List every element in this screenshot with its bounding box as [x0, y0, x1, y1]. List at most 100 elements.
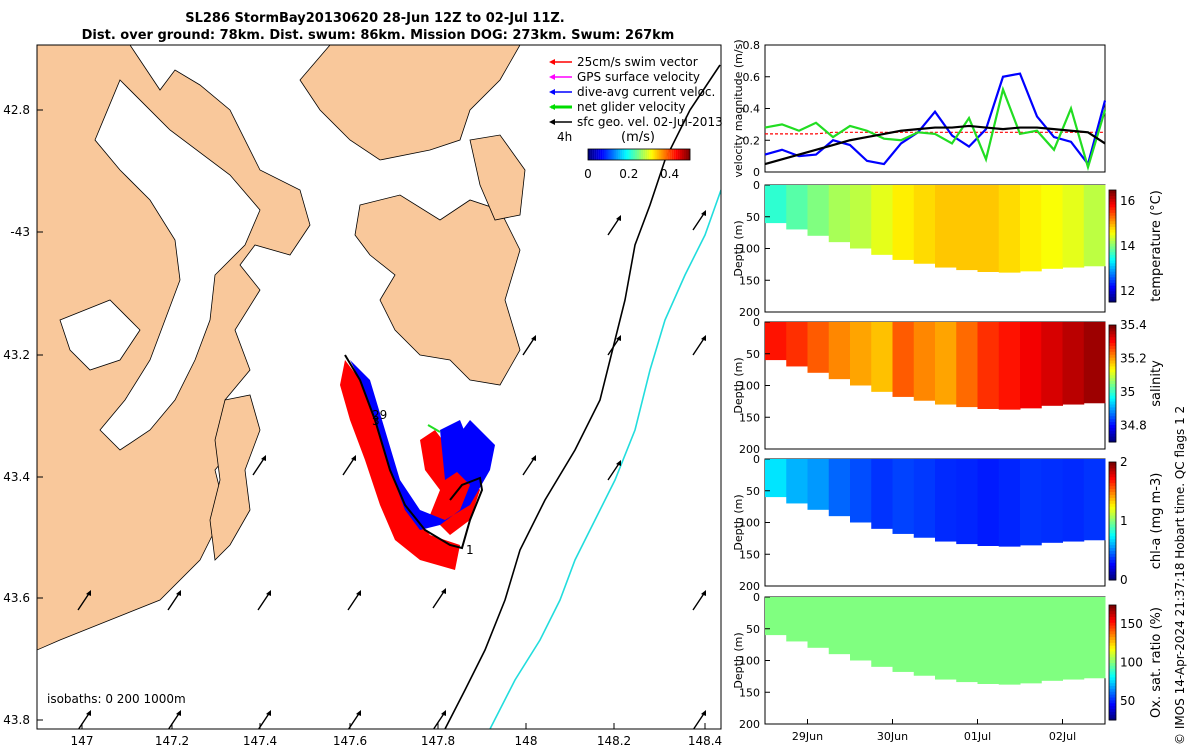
depth-colorbar-cell — [1109, 240, 1116, 244]
depth-cell — [786, 459, 808, 504]
depth-cell — [956, 597, 978, 683]
colorbar-cell — [592, 149, 595, 160]
depth-colorbar-cell — [1109, 201, 1116, 205]
depth-colorbar-frame — [1108, 461, 1117, 581]
colorbar-cell — [667, 149, 670, 160]
depth-colorbar-cell — [1109, 368, 1116, 373]
geo-arrow-head — [356, 710, 361, 716]
depth-colorbar-cell — [1109, 243, 1116, 247]
depth-colorbar-cell — [1109, 535, 1116, 540]
depth-cell — [807, 597, 830, 648]
colorbar-cell — [594, 149, 597, 160]
depth-cell — [1062, 459, 1085, 542]
map-content: 29 3 1 — [37, 45, 721, 729]
depth-cell — [998, 185, 1021, 273]
depth-cell — [828, 597, 851, 655]
depth-colorbar-cell — [1109, 218, 1116, 222]
depth-cell — [935, 459, 957, 542]
map-colorbar: 0 0.2 0.4 — [584, 148, 691, 181]
geo-arrow-head — [701, 335, 706, 341]
depth-cell — [871, 322, 893, 392]
depth-colorbar-cell — [1109, 430, 1116, 434]
depth-ytick-label: 0 — [753, 179, 760, 192]
depth-colorbar-cell — [1109, 613, 1116, 617]
geo-arrow-head — [616, 460, 621, 466]
depth-colorbar-label: temperature (°C) — [1149, 190, 1164, 302]
depth-colorbar-cell — [1109, 192, 1116, 197]
track-label-1: 1 — [466, 543, 474, 557]
colorbar-cell — [616, 149, 619, 160]
land-island — [209, 394, 261, 561]
depth-ytick-label: 100 — [739, 655, 760, 668]
depth-cell — [828, 322, 851, 380]
depth-colorbar-tick: 35.4 — [1120, 318, 1147, 332]
geo-arrow-head — [701, 590, 706, 596]
depth-cell — [1020, 459, 1042, 546]
depth-colorbar-label: Ox. sat. ratio (%) — [1149, 607, 1164, 718]
colorbar-cell — [588, 149, 591, 160]
colorbar-cell — [614, 149, 617, 160]
colorbar-cell — [639, 149, 642, 160]
depth-colorbar-cell — [1109, 521, 1116, 525]
geo-arrow-head — [701, 710, 706, 716]
depth-cell — [1020, 185, 1042, 272]
depth-colorbar-cell — [1109, 421, 1116, 425]
time-tick-label: 30Jun — [877, 730, 908, 743]
depth-cell — [1083, 185, 1106, 267]
isobaths-label: isobaths: 0 200 1000m — [47, 692, 186, 706]
map-xtick-label: 147.2 — [155, 734, 189, 748]
geo-arrow-head — [616, 215, 621, 221]
colorbar-cell — [655, 149, 658, 160]
depth-colorbar-cell — [1109, 371, 1116, 376]
depth-colorbar-tick: 35.2 — [1120, 351, 1147, 365]
depth-colorbar-cell — [1109, 412, 1116, 417]
depth-colorbar-cell — [1109, 610, 1116, 615]
geo-arrow — [432, 711, 446, 729]
velocity-ytick-label: 0.6 — [743, 71, 761, 84]
map-ytick-label: 43.2 — [3, 348, 30, 362]
geo-arrow-head — [176, 710, 181, 716]
depth-cell — [828, 185, 851, 243]
depth-colorbar-cell — [1109, 541, 1116, 546]
colorbar-cell — [612, 149, 615, 160]
depth-ytick-label: 150 — [739, 686, 760, 699]
depth-cell — [913, 322, 936, 401]
colorbar-cell — [600, 149, 603, 160]
colorbar-cell — [665, 149, 668, 160]
depth-colorbar-cell — [1109, 386, 1116, 390]
depth-colorbar-tick: 1 — [1120, 514, 1128, 528]
depth-colorbar-cell — [1109, 500, 1116, 504]
depth-ytick-label: 150 — [739, 548, 760, 561]
depth-cell — [1041, 459, 1063, 543]
depth-panel-chla: 0 50 100 150 200 Depth (m) 0 1 2 chl-a (mg m-3) — [732, 453, 1164, 593]
depth-colorbar-cell — [1109, 577, 1116, 581]
time-tick-label: 01Jul — [964, 730, 991, 743]
depth-cell — [956, 322, 978, 408]
geo-arrow — [342, 456, 356, 476]
depth-colorbar-cell — [1109, 274, 1116, 278]
colorbar-cell — [659, 149, 662, 160]
depth-colorbar-cell — [1109, 288, 1116, 292]
depth-ylabel: Depth (m) — [732, 357, 745, 413]
depth-ytick-label: 50 — [746, 623, 760, 636]
depth-ytick-label: 150 — [739, 411, 760, 424]
depth-cell — [850, 322, 872, 386]
depth-colorbar-cell — [1109, 427, 1116, 431]
depth-cell — [871, 459, 893, 529]
depth-colorbar-tick: 100 — [1120, 656, 1143, 670]
depth-colorbar-cell — [1109, 671, 1116, 675]
depth-cell — [1020, 597, 1042, 684]
depth-cell — [892, 597, 915, 672]
colorbar-note: 4h — [557, 130, 572, 144]
track-line — [344, 354, 484, 550]
depth-colorbar-cell — [1109, 392, 1116, 396]
map-xtick-label: 147.6 — [333, 734, 367, 748]
map-ytick-label: 42.8 — [3, 103, 30, 117]
depth-colorbar-cell — [1109, 248, 1116, 253]
depth-colorbar-cell — [1109, 299, 1116, 303]
depth-cell — [892, 459, 915, 534]
current-vectors-top — [440, 420, 470, 480]
depth-colorbar-cell — [1109, 656, 1116, 661]
depth-colorbar-cell — [1109, 697, 1116, 701]
